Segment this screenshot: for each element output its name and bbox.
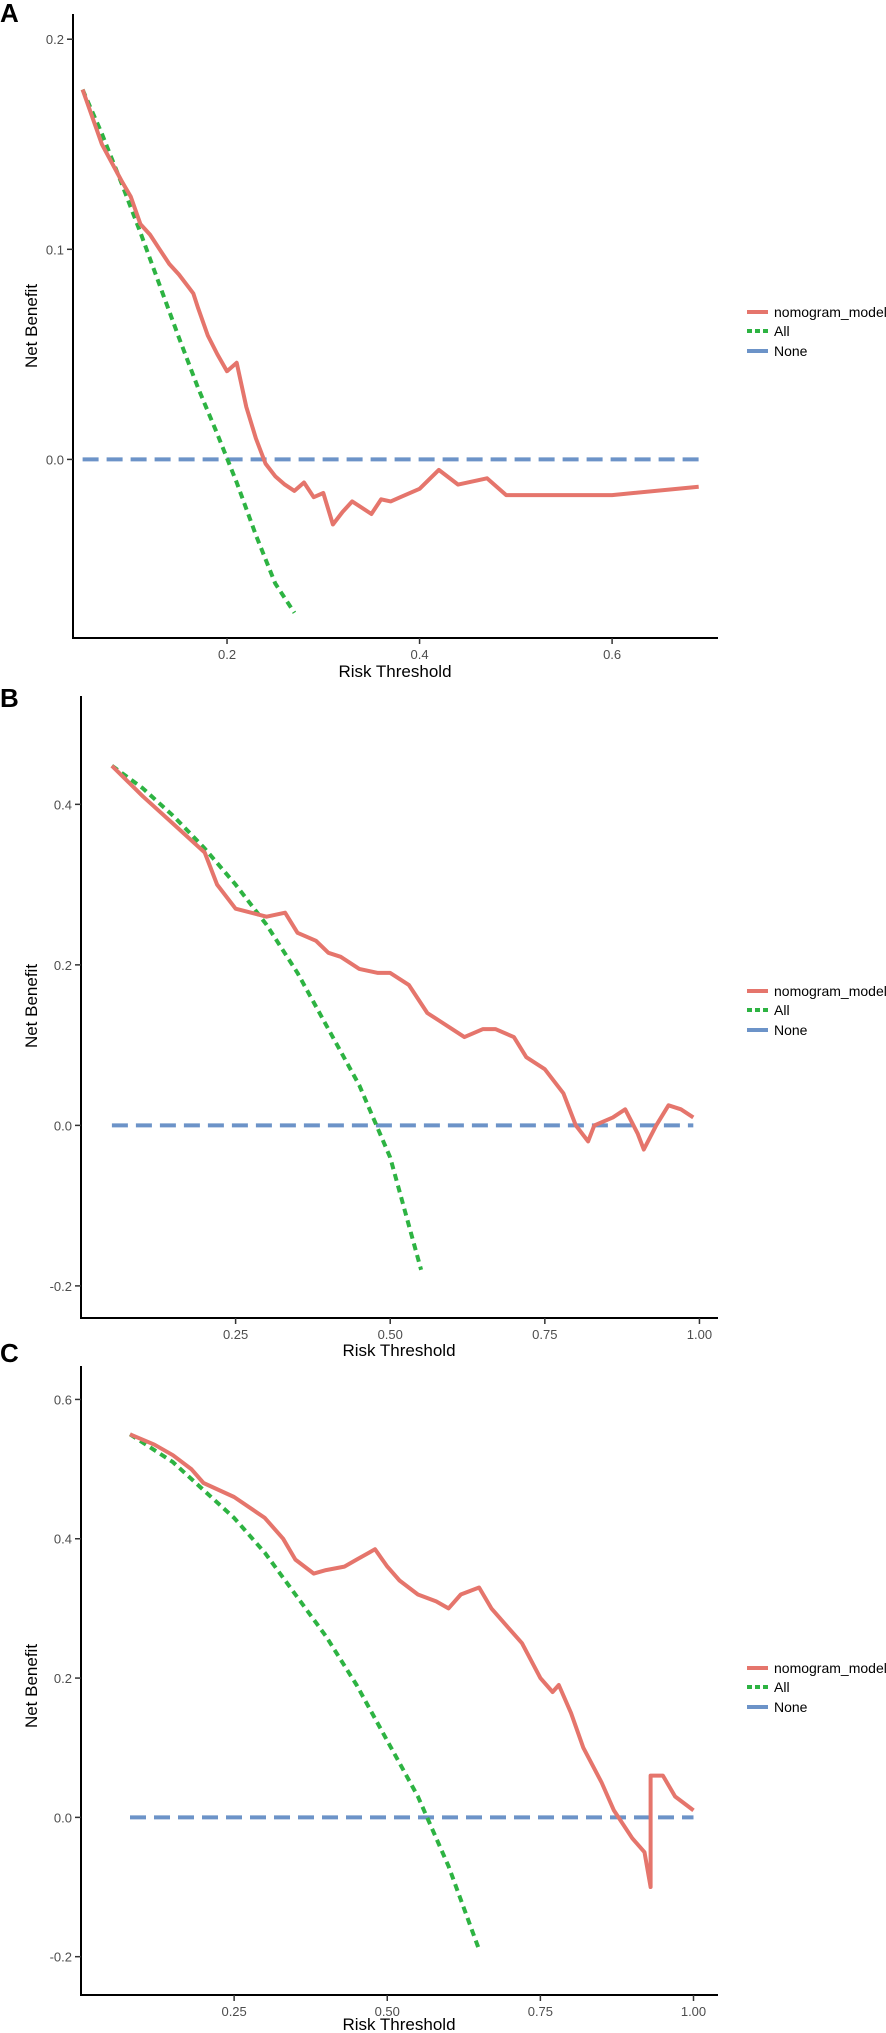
x-tick-label: 0.50 <box>375 2004 400 2019</box>
legend-label-all: All <box>774 1679 790 1695</box>
x-tick-label: 0.2 <box>218 647 236 662</box>
x-ticks: 0.25 0.50 0.75 1.00 <box>223 1318 712 1342</box>
legend: nomogram_model All None <box>747 983 886 1038</box>
legend-label-model: nomogram_model <box>774 304 886 320</box>
x-tick-label: 1.00 <box>687 1327 712 1342</box>
y-tick-label: 0.6 <box>54 1392 72 1407</box>
y-tick-label: 0.1 <box>46 242 64 257</box>
y-axis-label: Net Benefit <box>22 284 41 368</box>
x-tick-label: 0.75 <box>528 2004 553 2019</box>
panel-label: A <box>0 0 19 28</box>
y-tick-label: -0.2 <box>50 1950 72 1965</box>
x-ticks: 0.2 0.4 0.6 <box>218 638 621 662</box>
x-tick-label: 0.4 <box>411 647 429 662</box>
y-tick-label: 0.2 <box>54 958 72 973</box>
y-ticks: -0.2 0.0 0.2 0.4 <box>50 797 81 1294</box>
x-axis-label: Risk Threshold <box>342 2015 455 2033</box>
legend-label-none: None <box>774 1699 808 1715</box>
panel-label: C <box>0 1338 19 1368</box>
legend: nomogram_model All None <box>747 1660 886 1715</box>
legend-label-model: nomogram_model <box>774 983 886 999</box>
legend-label-all: All <box>774 1002 790 1018</box>
y-axis-label: Net Benefit <box>22 964 41 1048</box>
panel-c: C -0.2 0.0 0.2 0.4 0.6 0.25 0.50 0.75 1.00 Risk… <box>0 1338 886 2033</box>
legend-label-all: All <box>774 323 790 339</box>
panel-a: A 0.0 0.1 0.2 0.2 0.4 0.6 Risk Threshold Net… <box>0 0 886 681</box>
y-tick-label: 0.2 <box>54 1671 72 1686</box>
y-ticks: -0.2 0.0 0.2 0.4 0.6 <box>50 1392 81 1965</box>
x-ticks: 0.25 0.50 0.75 1.00 <box>221 1995 706 2019</box>
panel-label: B <box>0 683 19 713</box>
nomogram-model-line <box>80 88 699 527</box>
treat-all-line <box>128 1432 481 1951</box>
x-tick-label: 0.25 <box>223 1327 248 1342</box>
x-tick-label: 0.50 <box>378 1327 403 1342</box>
y-axis-label: Net Benefit <box>22 1644 41 1728</box>
y-tick-label: 0.0 <box>46 452 64 467</box>
y-tick-label: 0.0 <box>54 1118 72 1133</box>
treat-all-line <box>80 88 297 614</box>
legend-label-none: None <box>774 1022 808 1038</box>
nomogram-model-line <box>110 764 695 1152</box>
legend: nomogram_model All None <box>747 304 886 359</box>
x-tick-label: 1.00 <box>681 2004 706 2019</box>
x-axis-label: Risk Threshold <box>342 1341 455 1360</box>
nomogram-model-line <box>129 1432 695 1889</box>
x-tick-label: 0.75 <box>532 1327 557 1342</box>
legend-label-model: nomogram_model <box>774 1660 886 1676</box>
treat-all-line <box>110 764 424 1271</box>
x-tick-label: 0.25 <box>221 2004 246 2019</box>
x-tick-label: 0.6 <box>603 647 621 662</box>
legend-label-none: None <box>774 343 808 359</box>
y-tick-label: -0.2 <box>50 1279 72 1294</box>
plot-area <box>80 88 699 614</box>
y-ticks: 0.0 0.1 0.2 <box>46 32 73 467</box>
panel-b: B -0.2 0.0 0.2 0.4 0.25 0.50 0.75 1.00 Risk Th… <box>0 683 886 1360</box>
y-tick-label: 0.0 <box>54 1810 72 1825</box>
x-axis-label: Risk Threshold <box>338 662 451 681</box>
plot-area <box>110 764 695 1271</box>
y-tick-label: 0.4 <box>54 797 72 812</box>
y-tick-label: 0.4 <box>54 1532 72 1547</box>
plot-area <box>128 1432 695 1951</box>
y-tick-label: 0.2 <box>46 32 64 47</box>
